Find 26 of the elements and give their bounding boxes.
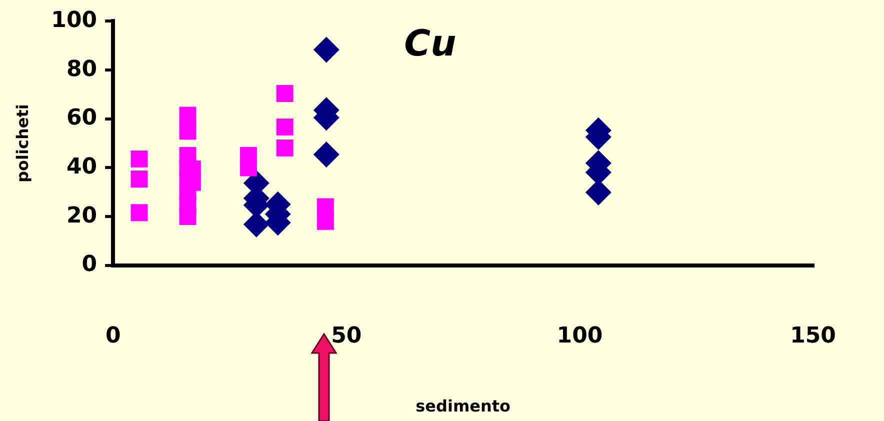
point (130, 170, 148, 188)
point (130, 204, 148, 222)
x-tick-label: 0 (105, 323, 121, 348)
y-tick-label: 0 (82, 252, 98, 278)
y-tick-label: 60 (66, 106, 98, 131)
point (313, 36, 340, 63)
y-tick-label: 40 (66, 154, 98, 180)
x-tick-label: 100 (556, 323, 603, 348)
point (179, 208, 196, 226)
x-tick-label: 50 (331, 323, 362, 348)
point (276, 139, 294, 156)
y-tick-label: 100 (51, 8, 98, 33)
point (240, 159, 257, 176)
y-tick-label: 20 (66, 203, 98, 228)
x-tick-label: 150 (790, 323, 836, 348)
point (276, 118, 294, 136)
point (316, 212, 334, 230)
point (276, 85, 294, 102)
chart-title: Cu (404, 24, 456, 65)
point (179, 106, 196, 124)
y-axis-title: policheti (12, 104, 32, 182)
x-axis-title: sedimento (416, 396, 511, 416)
point (313, 142, 340, 168)
y-tick-label: 80 (66, 56, 98, 82)
point (179, 122, 196, 140)
point (130, 150, 148, 168)
